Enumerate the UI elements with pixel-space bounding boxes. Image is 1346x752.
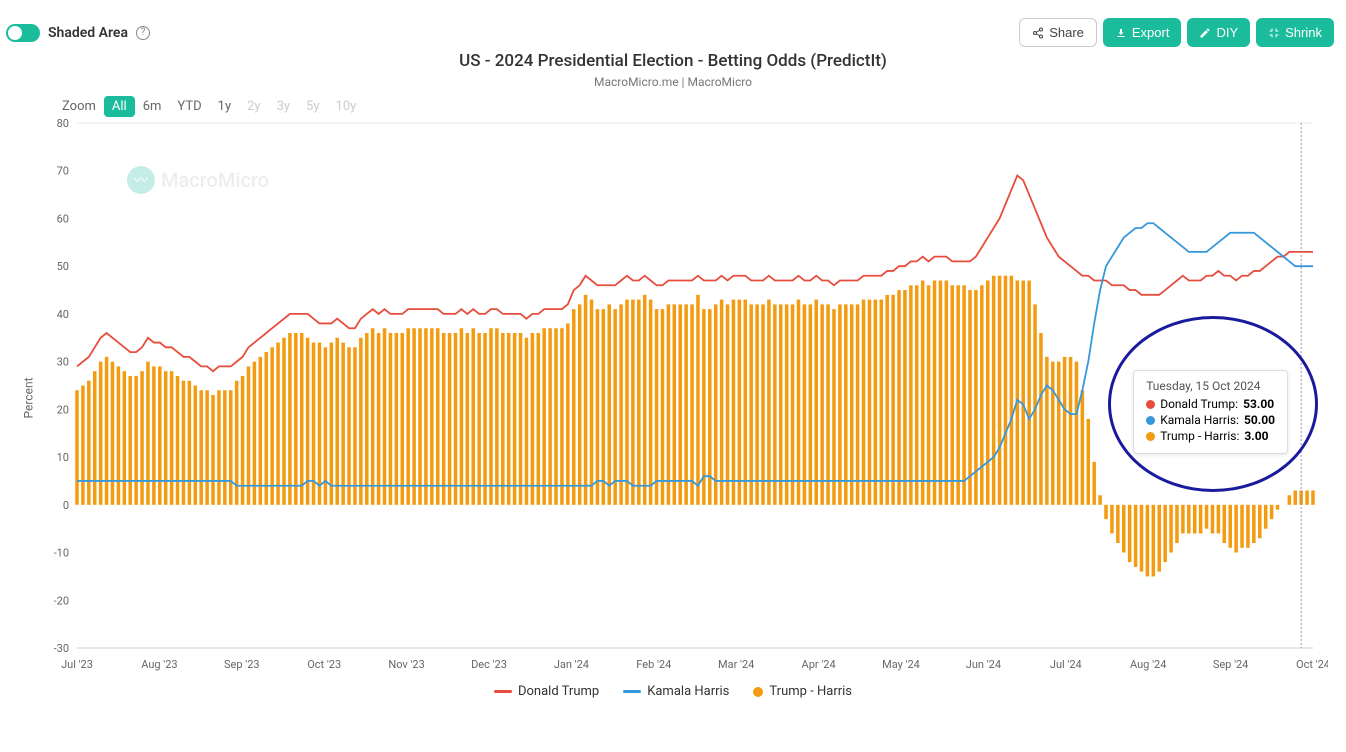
download-icon xyxy=(1115,27,1127,39)
zoom-3y: 3y xyxy=(269,96,298,117)
svg-text:-30: -30 xyxy=(54,642,69,655)
svg-text:Feb '24: Feb '24 xyxy=(636,658,671,671)
watermark-icon: 〰 xyxy=(127,166,155,194)
svg-text:80: 80 xyxy=(57,118,69,130)
svg-text:20: 20 xyxy=(57,403,69,416)
chart-header: US - 2024 Presidential Election - Bettin… xyxy=(0,51,1346,89)
share-icon xyxy=(1032,27,1044,39)
help-icon[interactable]: ? xyxy=(136,26,150,40)
legend-item[interactable]: Kamala Harris xyxy=(623,684,729,699)
zoom-controls: Zoom All6mYTD1y2y3y5y10y xyxy=(0,89,1346,114)
zoom-label: Zoom xyxy=(62,99,96,114)
svg-text:Dec '23: Dec '23 xyxy=(471,658,507,671)
svg-text:60: 60 xyxy=(57,212,69,225)
tooltip-row: Trump - Harris: 3.00 xyxy=(1146,429,1275,443)
zoom-2y: 2y xyxy=(239,96,268,117)
share-button[interactable]: Share xyxy=(1019,18,1097,47)
zoom-10y: 10y xyxy=(328,96,365,117)
chart-title: US - 2024 Presidential Election - Bettin… xyxy=(0,51,1346,71)
tooltip: Tuesday, 15 Oct 2024 Donald Trump: 53.00… xyxy=(1133,370,1288,454)
share-label: Share xyxy=(1049,25,1084,40)
pencil-icon xyxy=(1199,27,1211,39)
svg-text:50: 50 xyxy=(57,260,69,273)
svg-text:-20: -20 xyxy=(54,594,69,607)
shrink-label: Shrink xyxy=(1285,25,1322,40)
svg-text:70: 70 xyxy=(57,165,69,178)
legend-item[interactable]: Trump - Harris xyxy=(753,684,852,699)
diy-button[interactable]: DIY xyxy=(1187,18,1250,47)
svg-text:Sep '23: Sep '23 xyxy=(224,658,260,671)
svg-text:Jan '24: Jan '24 xyxy=(554,658,589,671)
shrink-icon xyxy=(1268,27,1280,39)
svg-text:Jun '24: Jun '24 xyxy=(966,658,1001,671)
svg-text:Nov '23: Nov '23 xyxy=(388,658,424,671)
svg-text:0: 0 xyxy=(63,499,69,512)
svg-text:10: 10 xyxy=(57,451,69,464)
shaded-area-toggle-group: Shaded Area ? xyxy=(6,24,150,42)
chart-area: Percent 〰 MacroMicro -30 -20 -10 0 10 20 30 40 5… xyxy=(22,118,1328,678)
tooltip-date: Tuesday, 15 Oct 2024 xyxy=(1146,379,1275,393)
zoom-all[interactable]: All xyxy=(104,96,135,117)
svg-text:Aug '23: Aug '23 xyxy=(141,658,177,671)
action-buttons: Share Export DIY Shrink xyxy=(1019,18,1334,47)
zoom-6m[interactable]: 6m xyxy=(135,96,170,117)
diy-label: DIY xyxy=(1216,25,1238,40)
top-bar: Shaded Area ? Share Export DIY Shrink xyxy=(0,0,1346,47)
svg-text:Jul '24: Jul '24 xyxy=(1050,658,1082,671)
svg-text:Jul '23: Jul '23 xyxy=(61,658,93,671)
svg-text:-10: -10 xyxy=(54,547,69,560)
tooltip-row: Kamala Harris: 50.00 xyxy=(1146,413,1275,427)
svg-text:Apr '24: Apr '24 xyxy=(802,658,836,671)
zoom-1y[interactable]: 1y xyxy=(210,96,239,117)
legend-item[interactable]: Donald Trump xyxy=(494,684,599,699)
shaded-area-label: Shaded Area xyxy=(48,25,128,41)
svg-text:Oct '24: Oct '24 xyxy=(1296,658,1328,671)
export-button[interactable]: Export xyxy=(1103,18,1182,47)
svg-text:May '24: May '24 xyxy=(882,658,920,671)
legend: Donald Trump Kamala Harris Trump - Harris xyxy=(0,684,1346,699)
chart-subtitle: MacroMicro.me | MacroMicro xyxy=(0,75,1346,89)
shaded-area-toggle[interactable] xyxy=(6,24,40,42)
y-axis-label: Percent xyxy=(22,377,36,418)
tooltip-row: Donald Trump: 53.00 xyxy=(1146,397,1275,411)
svg-text:40: 40 xyxy=(57,308,69,321)
shrink-button[interactable]: Shrink xyxy=(1256,18,1334,47)
svg-text:Sep '24: Sep '24 xyxy=(1213,658,1249,671)
svg-text:Oct '23: Oct '23 xyxy=(307,658,341,671)
zoom-ytd[interactable]: YTD xyxy=(169,96,209,117)
svg-text:Aug '24: Aug '24 xyxy=(1130,658,1166,671)
watermark: 〰 MacroMicro xyxy=(127,166,269,194)
svg-text:30: 30 xyxy=(57,356,69,369)
watermark-text: MacroMicro xyxy=(161,168,269,192)
svg-text:Mar '24: Mar '24 xyxy=(718,658,754,671)
zoom-5y: 5y xyxy=(298,96,327,117)
export-label: Export xyxy=(1132,25,1170,40)
